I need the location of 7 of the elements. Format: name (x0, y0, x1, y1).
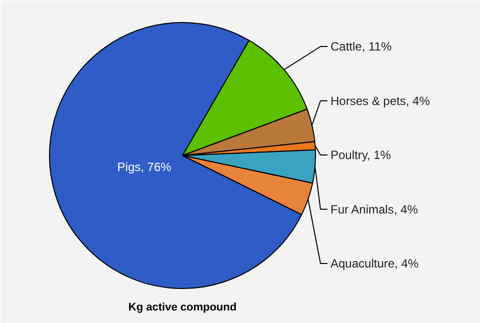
slice-label: Horses & pets, 4% (330, 94, 430, 108)
slice-label: Cattle, 11% (330, 40, 392, 54)
text: Kg active compound (128, 302, 237, 314)
slice-label: Poultry, 1% (330, 148, 392, 162)
slice-label: Fur Animals, 4% (330, 202, 418, 216)
slice-label: Pigs, 76% (117, 160, 172, 174)
slice-label: Aquaculture, 4% (330, 256, 419, 270)
